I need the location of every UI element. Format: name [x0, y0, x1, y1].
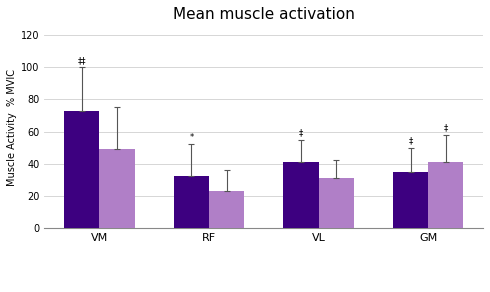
Bar	[428, 162, 463, 228]
Y-axis label: Muscle Activity  % MVIC: Muscle Activity % MVIC	[7, 69, 17, 186]
Bar	[209, 191, 244, 228]
Legend: Traditional Split Squat, SLS Variation: Traditional Split Squat, SLS Variation	[161, 291, 367, 292]
Text: ‡: ‡	[409, 136, 413, 145]
Text: ‡‡: ‡‡	[78, 56, 86, 65]
Text: *: *	[189, 133, 194, 142]
Title: Mean muscle activation: Mean muscle activation	[173, 7, 355, 22]
Text: ‡: ‡	[299, 128, 303, 137]
Bar	[174, 176, 209, 228]
Text: ‡: ‡	[443, 123, 448, 132]
Bar	[64, 111, 99, 228]
Bar	[393, 172, 428, 228]
Bar	[99, 149, 135, 228]
Bar	[284, 162, 318, 228]
Bar	[318, 178, 354, 228]
